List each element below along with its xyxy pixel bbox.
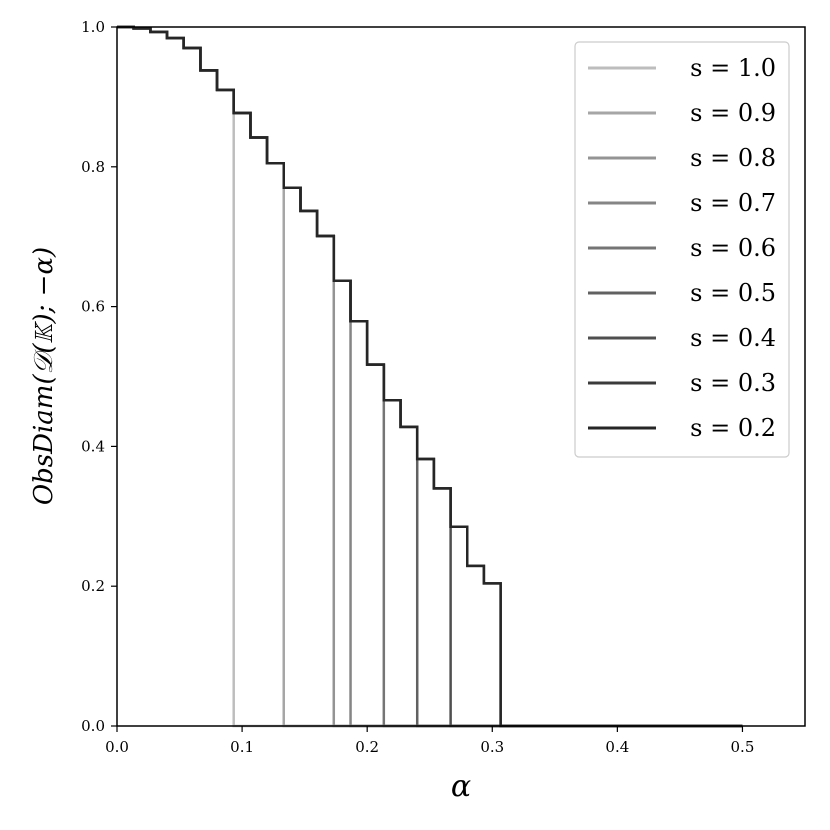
legend-box: [574, 41, 790, 458]
legend-label: s = 0.9: [690, 99, 776, 127]
y-tick-label: 1.0: [81, 18, 105, 36]
x-tick-label: 0.4: [605, 738, 629, 756]
y-tick-label: 0.4: [81, 437, 105, 455]
y-tick-label: 0.2: [81, 577, 105, 595]
x-tick-label: 0.0: [105, 738, 129, 756]
legend: s = 1.0 s = 0.9 s = 0.8 s = 0.7 s = 0.6 s = 0…: [574, 41, 790, 458]
y-axis-label: ObsDiam(𝒟(𝕂); −α): [29, 247, 59, 505]
series-layer: [117, 25, 743, 728]
axis-ticks: 0.0 0.1 0.2 0.3 0.4 0.5 0.0 0.2 0.4 0.6 0.8 1.0: [81, 18, 754, 756]
y-tick-label: 0.0: [81, 717, 105, 735]
legend-label: s = 1.0: [690, 54, 776, 82]
x-axis-label: α: [451, 769, 471, 804]
plot-frame: [116, 26, 806, 727]
x-tick-label: 0.3: [480, 738, 504, 756]
legend-label: s = 0.2: [690, 414, 776, 442]
legend-items: s = 1.0 s = 0.9 s = 0.8 s = 0.7 s = 0.6 s = 0…: [588, 54, 776, 442]
legend-label: s = 0.4: [690, 324, 776, 352]
x-tick-label: 0.1: [230, 738, 254, 756]
legend-label: s = 0.7: [690, 189, 776, 217]
y-tick-label: 0.8: [81, 158, 105, 176]
legend-label: s = 0.8: [690, 144, 776, 172]
legend-label: s = 0.3: [690, 369, 776, 397]
series-line-8: [117, 25, 743, 728]
x-tick-label: 0.2: [355, 738, 379, 756]
y-tick-label: 0.6: [81, 298, 105, 316]
legend-label: s = 0.5: [690, 279, 776, 307]
x-tick-label: 0.5: [731, 738, 755, 756]
legend-label: s = 0.6: [690, 234, 776, 262]
